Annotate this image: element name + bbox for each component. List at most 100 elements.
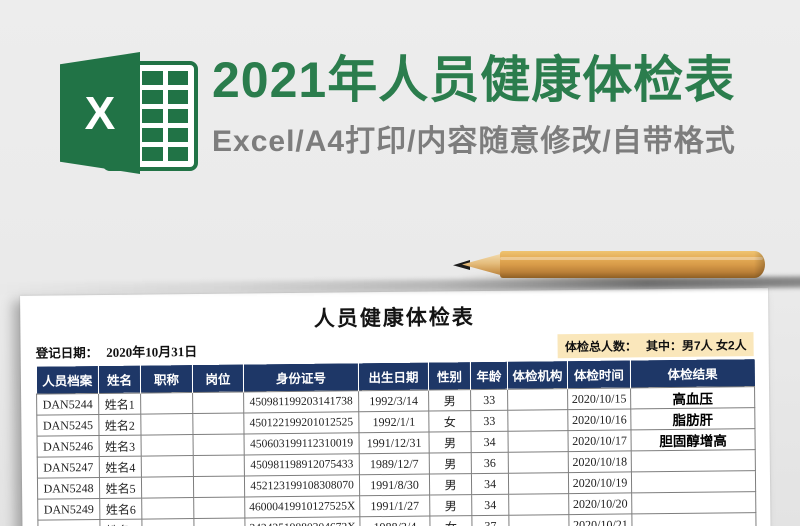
table-cell (140, 413, 194, 436)
health-check-table: 人员档案 姓名 职称 岗位 身份证号 出生日期 性别 年龄 体检机构 体检时间 体检结果 DAN52… (36, 359, 757, 526)
hero-banner: X 2021年人员健康体检表 Excel/A4打印/内容随意修改/自带格式 (60, 52, 736, 174)
registration-date-value: 2020年10月31日 (106, 343, 198, 360)
table-cell (141, 518, 195, 526)
table-cell (631, 491, 756, 514)
table-cell (193, 433, 245, 456)
table-cell: 450981198912075433 (244, 453, 360, 476)
table-cell (193, 517, 246, 526)
table-cell: 脂肪肝 (630, 407, 755, 430)
table-cell: 2020/10/21 (568, 513, 633, 526)
table-cell (507, 388, 568, 411)
table-cell: 姓名1 (98, 393, 141, 415)
table-cell: DAN5249 (37, 498, 100, 521)
excel-logo-icon: X (60, 52, 198, 174)
table-cell: 450122199201012525 (243, 411, 359, 434)
table-cell (192, 391, 244, 414)
table-cell (508, 493, 569, 516)
table-body: DAN5244 姓名1 450981199203141738 1992/3/14 男 33… (36, 386, 757, 526)
column-header: 岗位 (192, 364, 244, 393)
table-cell (508, 451, 569, 474)
table-cell (631, 512, 757, 526)
column-header: 姓名 (98, 365, 141, 394)
table-cell (192, 412, 245, 435)
table-cell (141, 434, 194, 457)
summary-label: 体检总人数： (564, 338, 637, 354)
table-cell: 高血压 (630, 386, 755, 409)
table-cell (141, 455, 194, 478)
registration-date-label: 登记日期： (35, 345, 99, 361)
sheet-title: 人员健康体检表 (313, 306, 475, 331)
table-cell: 2020/10/19 (568, 471, 632, 494)
table-cell: 33 (470, 410, 508, 432)
table-cell: 男 (429, 473, 472, 496)
pencil-image (453, 251, 765, 278)
table-cell: 452123199108308070 (244, 474, 360, 497)
banner-subtitle: Excel/A4打印/内容随意修改/自带格式 (212, 125, 736, 158)
table-cell: 34242519880304672X (244, 516, 361, 526)
summary-value: 其中：男7人 女2人 (645, 337, 747, 353)
table-cell: DAN5247 (37, 456, 100, 479)
excel-logo-front: X (60, 52, 140, 174)
table-cell: 姓名6 (99, 498, 142, 520)
table-cell: 2020/10/16 (567, 408, 631, 431)
table-cell: 男 (428, 431, 472, 454)
table-cell (507, 409, 568, 432)
column-header: 体检时间 (567, 360, 631, 389)
table-cell: 46000419910127525X (244, 495, 360, 518)
hero-text: 2021年人员健康体检表 Excel/A4打印/内容随意修改/自带格式 (212, 52, 736, 160)
table-cell (508, 472, 569, 495)
table-cell: DAN5245 (36, 414, 100, 437)
table-cell: 2020/10/20 (568, 492, 632, 515)
banner-title: 2021年人员健康体检表 (212, 52, 736, 108)
table-cell: 1988/3/4 (359, 516, 431, 526)
pencil-body (500, 251, 765, 278)
sheet-info-row: 登记日期： 2020年10月31日 体检总人数： 其中：男7人 女2人 (36, 332, 754, 364)
table-cell: 女 (429, 515, 473, 526)
table-cell: DAN5248 (37, 477, 100, 500)
table-cell (193, 496, 245, 519)
table-cell (507, 430, 569, 453)
table-cell (193, 454, 245, 477)
table-cell: DAN5244 (36, 393, 99, 416)
table-cell: 女 (428, 410, 471, 433)
table-cell: 2020/10/15 (567, 387, 631, 410)
table-cell (141, 497, 194, 520)
table-cell: DAN5246 (37, 435, 100, 458)
table-cell: 36 (471, 452, 509, 474)
spreadsheet-paper: 人员健康体检表 登记日期： 2020年10月31日 体检总人数： 其中：男7人 女… (20, 288, 772, 526)
table-cell (508, 514, 570, 526)
excel-logo-grid (142, 71, 188, 161)
table-cell: 34 (470, 431, 509, 453)
table-cell: 男 (429, 452, 472, 475)
table-cell: 34 (471, 494, 509, 516)
table-cell: 37 (471, 515, 510, 526)
pencil-wood-cone (462, 253, 504, 276)
table-cell: 1989/12/7 (359, 453, 430, 475)
summary-cell: 体检总人数： 其中：男7人 女2人 (557, 332, 754, 359)
table-cell: 姓名4 (99, 456, 142, 478)
table-cell (631, 470, 756, 493)
column-header: 职称 (140, 365, 193, 394)
column-header: 出生日期 (358, 362, 429, 391)
excel-logo-letter: X (84, 87, 116, 139)
table-cell: 姓名2 (98, 414, 142, 436)
table-cell: 1992/1/1 (358, 411, 429, 433)
pencil-tip-icon (453, 260, 470, 270)
table-cell: 男 (428, 389, 471, 412)
registration-date: 登记日期： 2020年10月31日 (36, 340, 198, 361)
table-cell (140, 392, 193, 415)
table-cell: 1992/3/14 (358, 390, 429, 412)
table-cell: 1991/12/31 (358, 432, 430, 454)
table-cell: 34 (471, 473, 509, 495)
column-header: 体检机构 (507, 361, 568, 390)
table-cell: 男 (429, 494, 472, 517)
table-cell: DAN5250 (37, 519, 101, 526)
column-header: 身份证号 (243, 363, 359, 392)
table-cell (631, 449, 756, 472)
table-cell: 33 (470, 389, 508, 411)
table-cell: 1991/1/27 (359, 495, 430, 517)
table-cell (193, 475, 245, 498)
column-header: 体检结果 (630, 359, 755, 388)
table-cell: 2020/10/18 (568, 450, 632, 473)
